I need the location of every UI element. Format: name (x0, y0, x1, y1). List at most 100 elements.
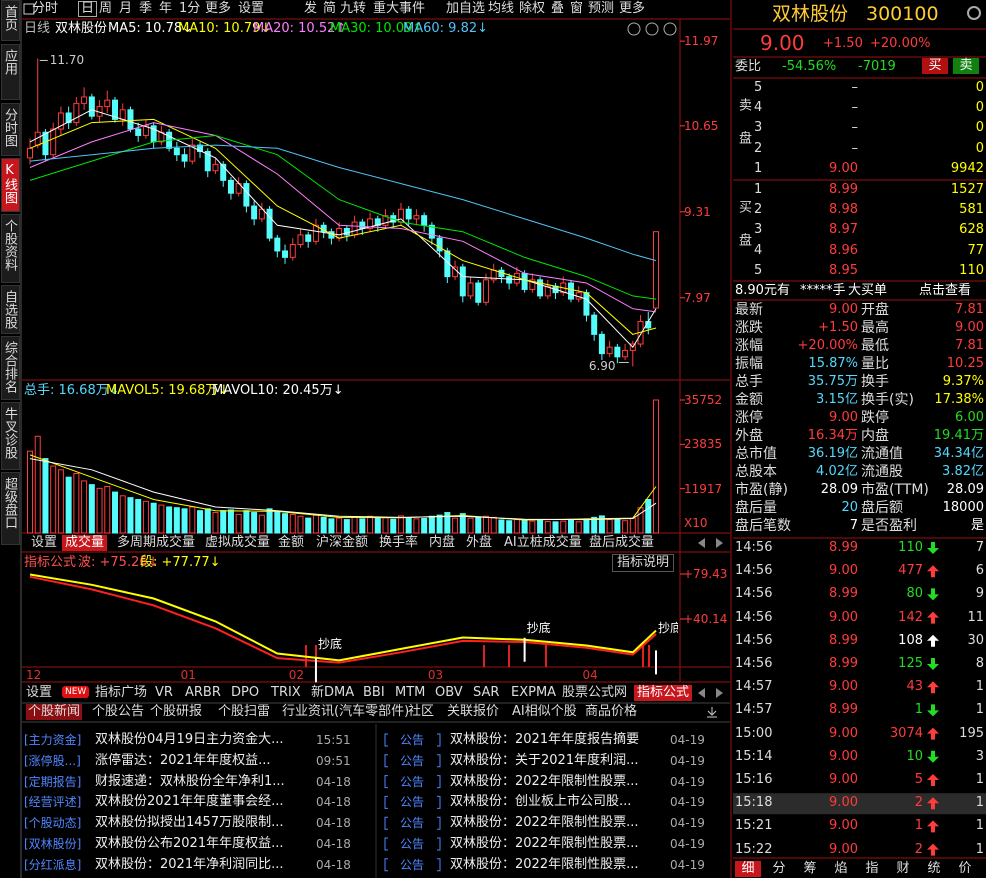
side-tab[interactable]: K线图 (1, 158, 20, 212)
news-tab[interactable]: 商品价格 (585, 704, 638, 719)
notice-title[interactable]: 双林股份：2022年限制性股票... (450, 815, 639, 831)
volume-tab[interactable]: 多周期成交量 (117, 535, 196, 550)
indicator-tab[interactable]: MTM (395, 685, 426, 700)
news-tag[interactable]: [主力资金] (24, 733, 82, 747)
big-order[interactable]: 点击查看 (919, 283, 972, 298)
volume-tab[interactable]: 外盘 (466, 535, 493, 550)
toolbar-button[interactable]: 月 (119, 1, 133, 16)
side-tab[interactable]: 应用 (1, 44, 20, 100)
side-tab[interactable]: 分时图 (1, 103, 20, 156)
volume-tab[interactable]: 盘后成交量 (589, 535, 655, 550)
help-button[interactable]: 指标说明 (612, 554, 675, 572)
quote-tab[interactable]: 统 (927, 861, 941, 876)
news-title[interactable]: 双林股份：2021年净利润同比... (95, 856, 284, 872)
news-tag[interactable]: [经营评述] (24, 795, 82, 810)
quote-tab[interactable]: 财 (896, 861, 910, 876)
notice-title[interactable]: 双林股份：关于2021年度利润... (450, 752, 639, 768)
notice-tag[interactable]: 公告 (400, 857, 425, 872)
news-tab[interactable]: 个股研报 (150, 704, 203, 719)
notice-tag[interactable]: 公告 (400, 837, 425, 851)
notice-tag[interactable]: 公告 (400, 816, 425, 831)
news-tag[interactable]: [个股动态] (24, 816, 82, 831)
toolbar-button[interactable]: 发 (304, 1, 318, 16)
notice-tag[interactable]: 公告 (400, 774, 425, 789)
news-title[interactable]: 双林股份拟授出1457万股限制... (95, 815, 284, 831)
notice-title[interactable]: 双林股份：创业板上市公司股... (450, 794, 632, 810)
volume-tab[interactable]: 金额 (278, 535, 305, 550)
news-title[interactable]: 财报速递：双林股份全年净利1... (95, 773, 285, 789)
news-tag[interactable]: [分红派息] (24, 857, 82, 872)
indicator-tab[interactable]: 新DMA (311, 685, 355, 700)
toolbar-button[interactable]: 设置 (238, 1, 265, 16)
sell-button[interactable]: 卖 (953, 58, 979, 74)
indicator-tab[interactable]: TRIX (271, 685, 301, 700)
side-tab[interactable]: 超级盘口 (1, 472, 20, 545)
toolbar-button[interactable]: 周 (99, 1, 113, 16)
toolbar-button[interactable]: 季 (139, 1, 153, 16)
indicator-tab[interactable]: 指标广场 (95, 685, 148, 700)
news-tab[interactable]: 个股扫雷 (218, 704, 271, 719)
toolbar-button[interactable]: 简 (323, 1, 337, 16)
indicator-tab[interactable]: 股票公式网 (562, 685, 628, 700)
news-title[interactable]: 涨停雷达：2021年年度权益... (95, 752, 271, 768)
news-title[interactable]: 双林股份04月19日主力资金大... (95, 732, 284, 747)
toolbar-button[interactable]: 加自选 (446, 1, 486, 16)
quote-tab[interactable]: 价 (958, 861, 972, 876)
toolbar-button[interactable]: 均线 (488, 1, 515, 16)
news-title[interactable]: 双林股份公布2021年年度权益... (95, 836, 284, 851)
volume-tab[interactable]: 设置 (31, 535, 58, 550)
news-tab[interactable]: 关联报价 (447, 704, 500, 719)
volume-tab[interactable]: AI立桩成交量 (504, 535, 582, 550)
toolbar-button[interactable]: 更多 (619, 1, 646, 16)
notice-title[interactable]: 双林股份：2022年限制性股票... (450, 773, 639, 789)
quote-tab[interactable]: 焰 (834, 861, 848, 876)
toolbar-button[interactable]: 重大事件 (373, 1, 426, 16)
notice-tag[interactable]: 公告 (400, 795, 425, 810)
indicator-tab[interactable]: 指标公式 (634, 685, 693, 701)
toolbar-button[interactable]: 除权 (519, 1, 546, 16)
quote-tab[interactable]: 筹 (803, 861, 817, 876)
toolbar-button[interactable]: 九转 (340, 1, 367, 16)
indicator-tab[interactable]: BBI (363, 685, 385, 700)
indicator-tab[interactable]: ARBR (185, 685, 221, 700)
side-tab[interactable]: 综合排名 (1, 336, 20, 400)
indicator-tab[interactable]: VR (155, 685, 173, 700)
news-tag[interactable]: [定期报告] (24, 774, 82, 789)
toolbar-button[interactable]: 更多 (205, 1, 232, 16)
side-tab[interactable]: 首页 (1, 0, 20, 41)
quote-tab[interactable]: 指 (865, 861, 879, 876)
news-tab[interactable]: 个股新闻 (26, 704, 83, 720)
buy-button[interactable]: 买 (922, 58, 948, 74)
news-tab[interactable]: AI相似个股 (512, 704, 577, 719)
volume-tab[interactable]: 内盘 (429, 535, 456, 550)
indicator-tab[interactable]: EXPMA (511, 685, 557, 700)
news-tag[interactable]: [双林股份] (24, 837, 82, 851)
notice-title[interactable]: 双林股份：2022年限制性股票... (450, 836, 639, 851)
news-title[interactable]: 双林股份2021年年度董事会经... (95, 794, 284, 810)
side-tab[interactable]: 自选股 (1, 285, 20, 334)
toolbar-button[interactable]: 预测 (588, 1, 615, 16)
volume-tab[interactable]: 换手率 (379, 535, 419, 550)
notice-title[interactable]: 双林股份：2021年年度报告摘要 (450, 732, 640, 747)
toolbar-button[interactable]: 窗 (570, 1, 584, 16)
volume-tab[interactable]: 虚拟成交量 (205, 535, 271, 550)
side-tab[interactable]: 个股资料 (1, 214, 20, 283)
news-tab[interactable]: 个股公告 (92, 704, 145, 719)
notice-title[interactable]: 双林股份：2022年限制性股票... (450, 856, 639, 872)
volume-tab[interactable]: 沪深金额 (316, 535, 369, 550)
notice-tag[interactable]: 公告 (400, 733, 425, 747)
toolbar-button[interactable]: 日 (78, 1, 98, 17)
indicator-tab[interactable]: SAR (473, 685, 500, 700)
tab[interactable]: 设置 (26, 685, 53, 700)
quote-tab[interactable]: 细 (735, 861, 761, 877)
news-tab[interactable]: 社区 (408, 704, 435, 719)
toolbar-button[interactable]: 1分 (179, 1, 201, 16)
notice-tag[interactable]: 公告 (400, 753, 425, 768)
indicator-tab[interactable]: OBV (435, 685, 463, 700)
quote-tab[interactable]: 分 (772, 861, 786, 876)
toolbar-button[interactable]: 年 (159, 1, 173, 16)
toolbar-button[interactable]: 叠 (551, 1, 565, 16)
side-tab[interactable]: 牛叉诊股 (1, 402, 20, 470)
indicator-tab[interactable]: DPO (231, 685, 260, 700)
news-tag[interactable]: [涨停股...] (24, 753, 81, 768)
